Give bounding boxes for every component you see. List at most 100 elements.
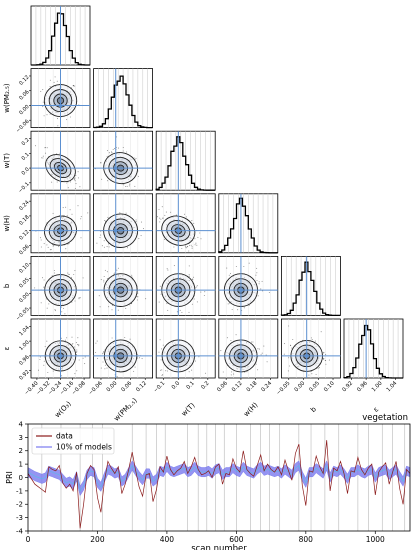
- x-tick-label: −0.05: [276, 381, 292, 397]
- sample-point: [123, 184, 125, 186]
- sample-point: [187, 246, 189, 248]
- corner-panel-5-0: [30, 318, 91, 379]
- sample-point: [265, 354, 267, 356]
- sample-point: [317, 367, 319, 369]
- sample-point: [39, 358, 41, 361]
- sample-point: [52, 370, 54, 372]
- sample-point: [230, 374, 232, 376]
- sample-point: [71, 336, 73, 338]
- sample-point: [67, 187, 69, 189]
- chart-title: vegetation: [362, 413, 408, 423]
- x-tick-label: 1.00: [371, 380, 384, 393]
- sample-point: [136, 299, 138, 301]
- sample-point: [166, 370, 169, 372]
- sample-point: [260, 288, 262, 290]
- sample-point: [77, 205, 79, 207]
- sample-point: [57, 125, 59, 127]
- sample-point: [42, 106, 44, 108]
- y-tick-label: 0.92: [18, 369, 30, 381]
- sample-point: [44, 345, 46, 348]
- sample-point: [111, 309, 113, 311]
- sample-point: [75, 351, 78, 353]
- sample-point: [39, 237, 42, 239]
- sample-point: [47, 246, 49, 248]
- sample-point: [54, 309, 56, 311]
- sample-point: [191, 247, 193, 249]
- sample-point: [250, 341, 253, 343]
- sample-point: [226, 267, 228, 269]
- sample-point: [42, 157, 44, 159]
- x-tick-label: 800: [299, 535, 314, 544]
- sample-point: [61, 375, 63, 377]
- y-axis-label-4: b: [3, 283, 11, 288]
- sample-point: [103, 281, 105, 283]
- sample-point: [194, 238, 196, 240]
- sample-point: [58, 246, 60, 248]
- sample-point: [159, 369, 162, 371]
- truth-marker: [239, 288, 243, 292]
- sample-point: [175, 214, 177, 216]
- sample-point: [288, 357, 290, 359]
- sample-point: [106, 150, 109, 152]
- legend-box: [31, 427, 115, 455]
- corner-panel-4-3: [218, 255, 279, 316]
- sample-point: [49, 86, 51, 88]
- sample-point: [179, 309, 181, 311]
- sample-point: [43, 115, 45, 117]
- sample-point: [220, 350, 222, 352]
- sample-point: [266, 361, 268, 363]
- legend-label-0: data: [56, 432, 73, 441]
- sample-point: [328, 359, 330, 361]
- sample-point: [62, 207, 64, 209]
- sample-point: [65, 248, 67, 250]
- sample-point: [197, 236, 199, 238]
- corner-panel-1-0: [30, 68, 91, 128]
- sample-point: [231, 308, 233, 311]
- sample-point: [142, 228, 145, 230]
- sample-point: [41, 157, 43, 159]
- sample-point: [134, 366, 136, 368]
- sample-point: [54, 76, 56, 78]
- sample-point: [129, 338, 131, 340]
- sample-point: [72, 342, 74, 345]
- x-tick-label: 0.1: [186, 381, 196, 391]
- sample-point: [193, 222, 195, 224]
- sample-point: [260, 354, 262, 356]
- corner-panel-3-3: [218, 193, 279, 254]
- sample-point: [104, 364, 106, 366]
- y-tick-label: -4: [16, 527, 24, 535]
- x-tick-label: 1.04: [386, 380, 399, 393]
- sample-point: [200, 238, 202, 240]
- sample-point: [40, 90, 42, 92]
- sample-point: [204, 372, 207, 374]
- sample-point: [268, 291, 270, 294]
- x-tick-label: 0.00: [294, 380, 307, 393]
- sample-point: [176, 311, 178, 313]
- sample-point: [77, 171, 79, 173]
- sample-point: [161, 206, 163, 208]
- x-tick-label: 200: [90, 535, 105, 544]
- sample-point: [188, 275, 190, 277]
- sample-point: [246, 371, 248, 373]
- sample-point: [145, 298, 147, 300]
- x-tick-label: 0.2: [200, 381, 210, 391]
- sample-point: [163, 238, 166, 241]
- sample-point: [141, 358, 143, 360]
- sample-point: [318, 367, 320, 369]
- sample-point: [315, 373, 317, 376]
- x-tick-label: 1000: [366, 535, 385, 544]
- sample-point: [56, 181, 58, 183]
- sample-point: [65, 206, 67, 208]
- x-tick-label: 0.12: [231, 381, 244, 394]
- truth-marker: [305, 354, 309, 358]
- sample-point: [323, 358, 325, 360]
- x-tick-label: 0.05: [308, 381, 321, 394]
- sample-point: [161, 369, 163, 371]
- x-tick-label: 0.96: [356, 380, 369, 393]
- sample-point: [134, 185, 136, 187]
- sample-point: [82, 277, 84, 279]
- truth-marker: [59, 288, 62, 292]
- sample-point: [111, 152, 113, 154]
- sample-point: [108, 152, 110, 154]
- sample-point: [66, 215, 68, 217]
